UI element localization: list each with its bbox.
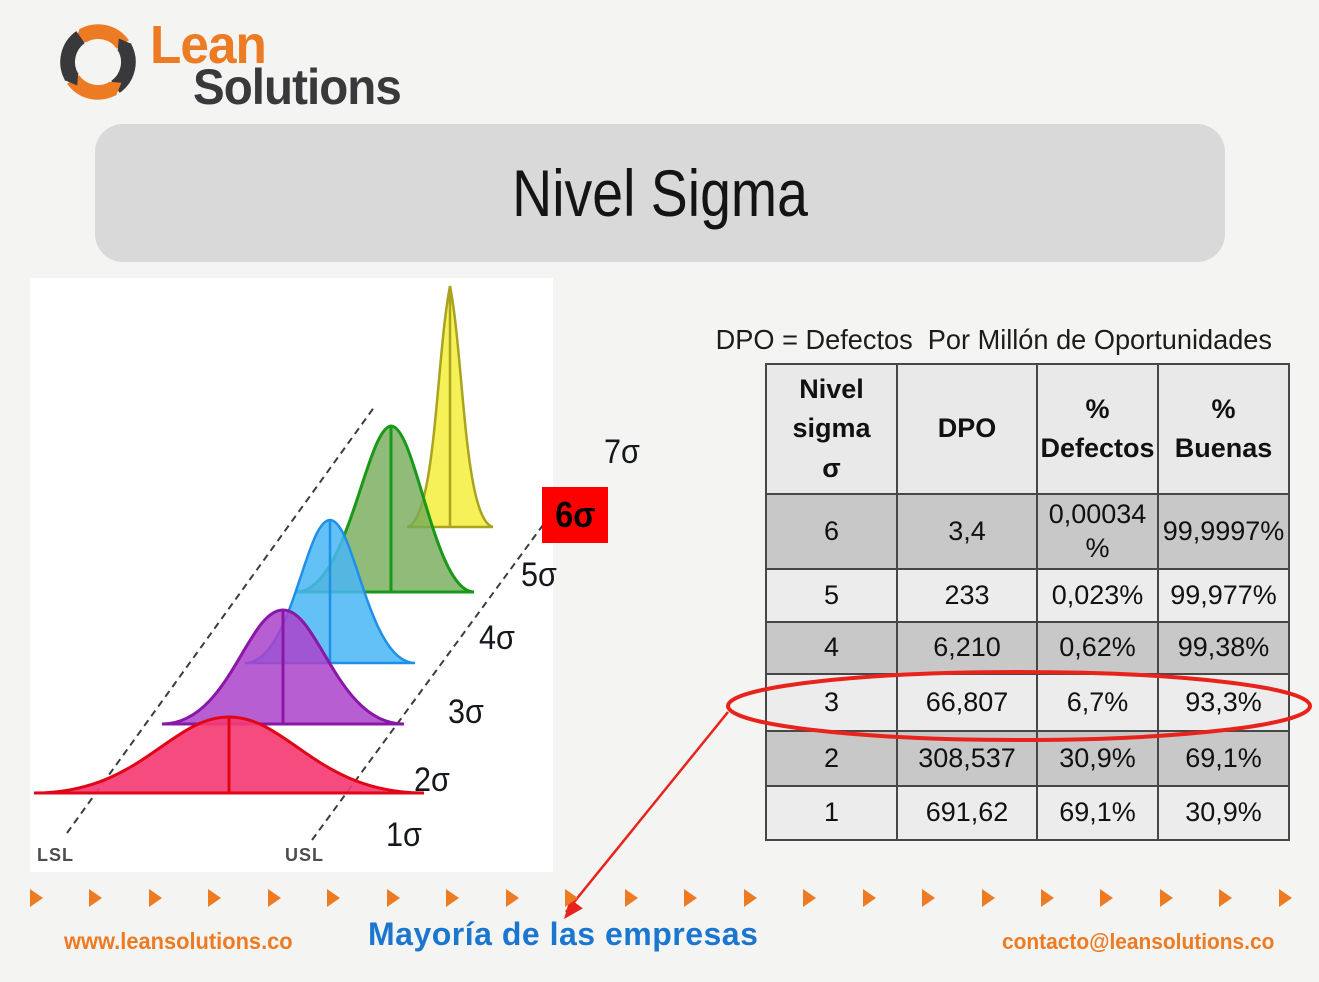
cell: 308,537 xyxy=(896,730,1038,787)
cell: 0,023% xyxy=(1036,568,1159,623)
col-header-dpo: DPO xyxy=(896,363,1038,495)
lsl-dashed-line xyxy=(66,405,376,834)
sigma-table: Nivel sigma σ DPO % Defectos % Buenas 6 … xyxy=(765,363,1290,841)
table-row-sigma-6: 6 3,4 0,00034 % 99,9997% xyxy=(765,493,1290,570)
sigma-label-6: 6σ xyxy=(554,494,596,535)
col-header-pct-defectos: % Defectos xyxy=(1036,363,1159,495)
cell: 3 xyxy=(765,673,898,732)
arrow-triangle-icon xyxy=(624,889,638,907)
table-row-sigma-3-highlighted: 3 66,807 6,7% 93,3% xyxy=(765,673,1290,732)
arrow-triangle-icon xyxy=(505,889,519,907)
cell: 0,00034 % xyxy=(1036,493,1159,570)
cell: 3,4 xyxy=(896,493,1038,570)
footer-contact-email: contacto@leansolutions.co xyxy=(1002,929,1275,954)
cell: 69,1% xyxy=(1036,785,1159,841)
arrow-triangle-icon xyxy=(922,889,936,907)
arrow-triangle-icon xyxy=(267,889,281,907)
sigma-label-2: 2σ xyxy=(414,761,450,799)
arrow-triangle-icon xyxy=(1278,889,1292,907)
sigma-label-4: 4σ xyxy=(479,619,515,657)
cell: 30,9% xyxy=(1036,730,1159,787)
annotation-arrow-line xyxy=(565,711,729,913)
col-header-pct-buenas: % Buenas xyxy=(1157,363,1290,495)
cell: 233 xyxy=(896,568,1038,623)
lsl-label: LSL xyxy=(37,845,74,865)
table-row-sigma-2: 2 308,537 30,9% 69,1% xyxy=(765,730,1290,787)
cell: 66,807 xyxy=(896,673,1038,732)
arrow-triangle-icon xyxy=(803,889,817,907)
logo-word-lean: Lean xyxy=(150,15,267,75)
col-header-nivel-sigma: Nivel sigma σ xyxy=(765,363,898,495)
arrow-triangle-icon xyxy=(565,889,579,907)
footer-arrow-strip xyxy=(30,889,1292,907)
cell: 691,62 xyxy=(896,785,1038,841)
cell: 0,62% xyxy=(1036,621,1159,675)
six-sigma-highlight-box: 6σ xyxy=(542,487,608,543)
sigma-label-1: 1σ xyxy=(386,816,422,854)
circular-arrows-icon xyxy=(60,24,136,100)
table-row-sigma-1: 1 691,62 69,1% 30,9% xyxy=(765,785,1290,841)
cell: 30,9% xyxy=(1157,785,1290,841)
table-row-sigma-5: 5 233 0,023% 99,977% xyxy=(765,568,1290,623)
title-banner: Nivel Sigma xyxy=(95,124,1225,262)
table-row-sigma-4: 4 6,210 0,62% 99,38% xyxy=(765,621,1290,675)
table-header-row: Nivel sigma σ DPO % Defectos % Buenas xyxy=(765,363,1290,495)
sigma-distribution-chart: LSL USL xyxy=(30,278,553,872)
cell: 99,977% xyxy=(1157,568,1290,623)
arrow-triangle-icon xyxy=(89,889,103,907)
arrow-triangle-icon xyxy=(386,889,400,907)
cell: 5 xyxy=(765,568,898,623)
cell: 4 xyxy=(765,621,898,675)
arrow-triangle-icon xyxy=(1100,889,1114,907)
arrow-triangle-icon xyxy=(684,889,698,907)
arrow-triangle-icon xyxy=(208,889,222,907)
footer-annotation-text: Mayoría de las empresas xyxy=(368,916,759,952)
sigma-label-7: 7σ xyxy=(604,433,640,471)
cell: 69,1% xyxy=(1157,730,1290,787)
cell: 99,38% xyxy=(1157,621,1290,675)
logo-word-solutions: Solutions xyxy=(193,59,402,115)
arrow-triangle-icon xyxy=(1040,889,1054,907)
arrow-triangle-icon xyxy=(446,889,460,907)
usl-label: USL xyxy=(285,845,324,865)
arrow-triangle-icon xyxy=(1159,889,1173,907)
arrow-triangle-icon xyxy=(1219,889,1233,907)
arrow-triangle-icon xyxy=(148,889,162,907)
cell: 99,9997% xyxy=(1157,493,1290,570)
cell: 6 xyxy=(765,493,898,570)
page-title: Nivel Sigma xyxy=(512,156,808,230)
cell: 93,3% xyxy=(1157,673,1290,732)
cell: 2 xyxy=(765,730,898,787)
arrow-triangle-icon xyxy=(981,889,995,907)
dpo-definition-caption: DPO = Defectos Por Millón de Oportunidad… xyxy=(715,324,1272,355)
arrow-triangle-icon xyxy=(30,889,43,907)
footer-website: www.leansolutions.co xyxy=(64,928,293,954)
sigma-label-3: 3σ xyxy=(448,693,484,731)
arrow-triangle-icon xyxy=(743,889,757,907)
cell: 6,7% xyxy=(1036,673,1159,732)
cell: 6,210 xyxy=(896,621,1038,675)
arrow-triangle-icon xyxy=(862,889,876,907)
sigma-label-5: 5σ xyxy=(521,556,557,594)
arrow-triangle-icon xyxy=(327,889,341,907)
cell: 1 xyxy=(765,785,898,841)
lean-solutions-logo-icon xyxy=(60,24,136,100)
